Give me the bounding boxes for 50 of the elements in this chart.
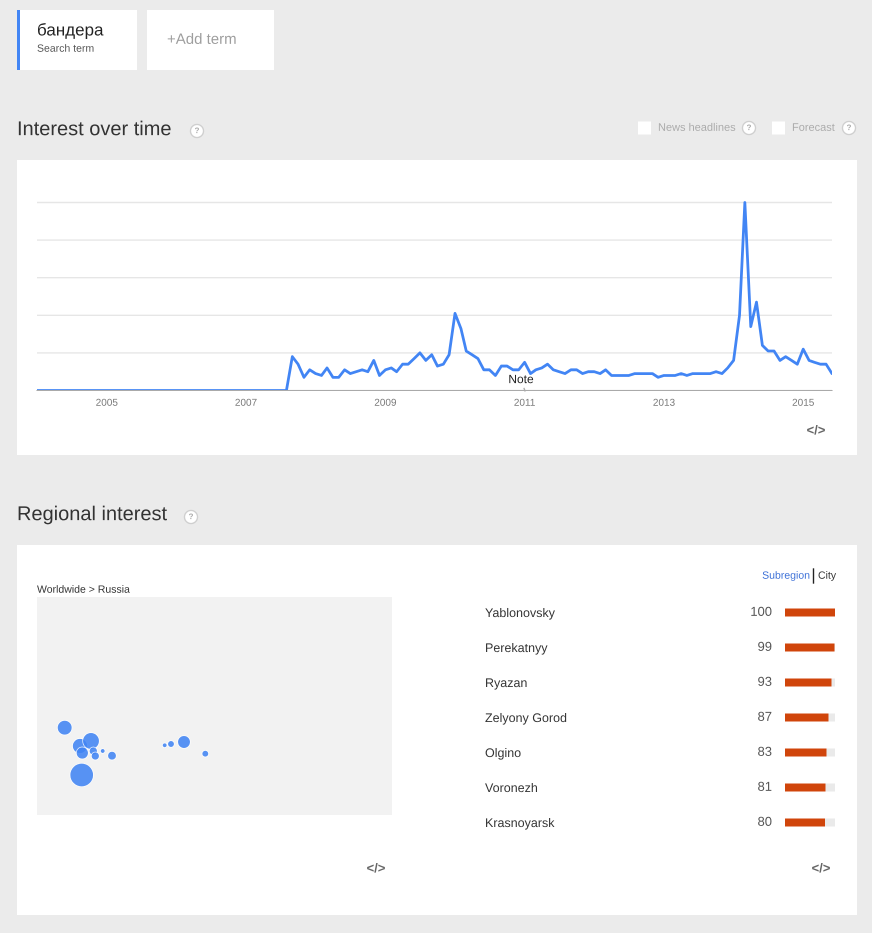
- y-tick-label: Krasnoyarsk: [486, 818, 554, 830]
- x-tick-label: 2009: [374, 398, 396, 406]
- y-tick-label: Ryazan: [486, 678, 527, 690]
- data-label: 83: [758, 746, 772, 756]
- y-tick-label: Zelyony Gorod: [485, 712, 566, 725]
- annotation: Note: [509, 374, 534, 384]
- text: Search term: [37, 44, 94, 52]
- y-tick-label: Voronezh: [485, 782, 538, 792]
- text: Regional interest: [18, 506, 167, 524]
- x-tick-label: 2011: [514, 398, 535, 406]
- y-tick-label: Olgino: [486, 748, 521, 760]
- text: </>: [807, 424, 825, 435]
- text: News headlines: [658, 122, 736, 131]
- x-tick-label: 2005: [96, 398, 118, 406]
- text: ?: [194, 127, 199, 134]
- data-label: 93: [758, 676, 772, 686]
- bar: [785, 783, 826, 792]
- data-label: 100: [751, 606, 772, 616]
- text: </>: [367, 862, 385, 873]
- bar: [826, 783, 835, 792]
- text: City: [818, 571, 836, 581]
- data-label: 80: [758, 816, 772, 826]
- text: ?: [188, 513, 193, 520]
- bar: [828, 713, 835, 722]
- bar: [785, 818, 825, 827]
- text: бандера: [38, 23, 104, 39]
- text: +Add term: [168, 33, 236, 44]
- y-tick-label: Perekatnyy: [486, 642, 548, 655]
- bar: [785, 713, 828, 722]
- bar: [832, 678, 835, 687]
- bar: [785, 643, 834, 652]
- bar: [785, 748, 826, 757]
- data-label: 87: [758, 712, 772, 721]
- text: Worldwide > Russia: [37, 585, 130, 593]
- bar: [826, 748, 835, 757]
- x-tick-label: 2013: [653, 398, 675, 406]
- bar: [825, 818, 835, 827]
- chart-title: Interest over time: [18, 120, 171, 136]
- text: Forecast: [792, 123, 835, 131]
- data-label: 81: [758, 782, 772, 791]
- x-tick-label: 2015: [792, 398, 814, 406]
- text: ?: [746, 124, 751, 130]
- data-label: 99: [758, 642, 772, 651]
- text: ?: [846, 124, 851, 130]
- x-tick-label: 2007: [235, 398, 257, 406]
- bar: [785, 678, 832, 687]
- text: </>: [812, 862, 830, 873]
- y-tick-label: Yablonovsky: [485, 608, 555, 620]
- text: Subregion: [762, 571, 810, 581]
- bar: [785, 608, 835, 617]
